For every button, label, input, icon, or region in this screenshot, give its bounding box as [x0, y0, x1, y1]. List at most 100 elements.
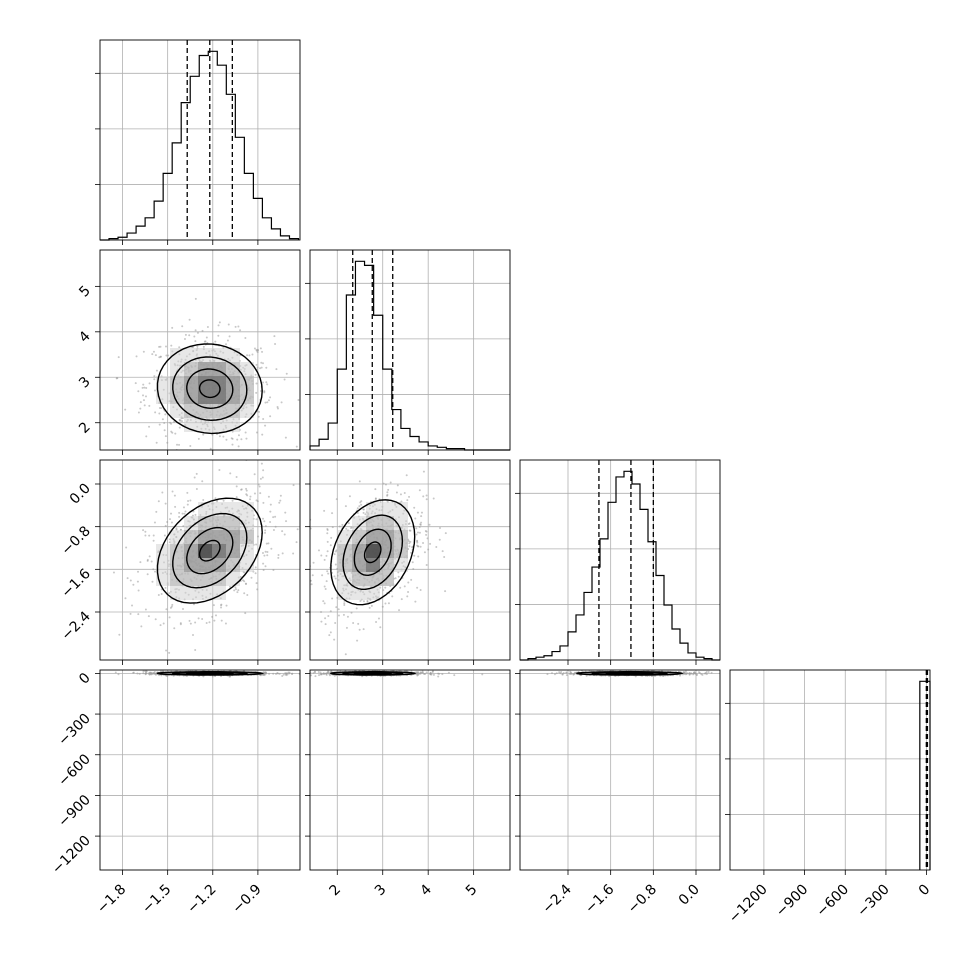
scatter-point [208, 621, 211, 624]
scatter-point [152, 539, 155, 542]
x-tick-label-p2: −0.8 [625, 882, 660, 917]
scatter-point [137, 589, 140, 592]
scatter-point [314, 675, 317, 678]
scatter-point [415, 527, 418, 530]
scatter-point [112, 571, 115, 574]
scatter-point [132, 671, 135, 674]
scatter-point [429, 671, 432, 674]
scatter-point [272, 568, 275, 571]
density-cell [240, 390, 254, 404]
scatter-point [166, 521, 169, 524]
scatter-point [334, 563, 337, 566]
scatter-point [266, 401, 269, 404]
scatter-point [255, 499, 258, 502]
scatter-point [546, 673, 549, 676]
y-tick-label-p1: 4 [76, 328, 94, 346]
scatter-point [425, 498, 428, 501]
scatter-point [192, 510, 195, 513]
scatter-point [565, 671, 568, 674]
scatter-point [447, 671, 450, 674]
scatter-point [163, 421, 166, 424]
scatter-point [418, 672, 421, 675]
scatter-point [705, 671, 708, 674]
contour-content [310, 670, 484, 678]
scatter-point [260, 361, 263, 364]
scatter-point [710, 671, 713, 674]
scatter-point [151, 580, 154, 583]
contour-level-1 [186, 368, 234, 410]
scatter-point [218, 468, 221, 471]
scatter-point [139, 401, 142, 404]
scatter-point [220, 619, 223, 622]
density-cell [184, 516, 198, 530]
density-cell [212, 390, 226, 404]
scatter-point [345, 527, 348, 530]
scatter-point [322, 600, 325, 603]
scatter-point [222, 435, 225, 438]
scatter-point [323, 509, 326, 512]
scatter-point [246, 354, 249, 357]
scatter-point [561, 673, 564, 676]
scatter-point [410, 670, 413, 673]
scatter-point [343, 602, 346, 605]
scatter-point [169, 421, 172, 424]
scatter-point [283, 533, 286, 536]
scatter-point [444, 590, 447, 593]
scatter-point [312, 561, 315, 564]
density-cell [240, 404, 254, 418]
scatter-point [700, 673, 703, 676]
scatter-point [262, 517, 265, 520]
scatter-point [269, 396, 272, 399]
density-cell [352, 544, 366, 558]
scatter-point [171, 490, 174, 493]
scatter-point [255, 431, 258, 434]
scatter-point [169, 518, 172, 521]
scatter-point [256, 588, 259, 591]
scatter-point [236, 453, 238, 455]
scatter-point [148, 555, 151, 558]
scatter-point [170, 344, 173, 347]
scatter-point [214, 614, 217, 617]
density-cell [226, 516, 240, 530]
scatter-point [345, 626, 348, 629]
scatter-point [277, 556, 280, 559]
density-cell [352, 572, 366, 586]
scatter-point [159, 355, 162, 358]
scatter-point [243, 592, 246, 595]
scatter-point [268, 672, 271, 675]
density-cell [366, 502, 380, 516]
scatter-point [284, 511, 287, 514]
scatter-point [304, 613, 306, 615]
scatter-point [329, 610, 332, 613]
scatter-point [693, 671, 696, 674]
density-cell [198, 572, 212, 586]
scatter-point [136, 454, 138, 456]
scatter-point [165, 649, 168, 652]
scatter-point [191, 633, 194, 636]
scatter-point [139, 407, 142, 410]
scatter-point [264, 671, 267, 674]
scatter-point [311, 574, 314, 577]
scatter-point [179, 622, 182, 625]
panel-frame [519, 459, 721, 661]
scatter-point [239, 575, 242, 578]
scatter-point [317, 549, 320, 552]
scatter-point [420, 521, 423, 524]
scatter-point [237, 589, 240, 592]
scatter-point [231, 499, 234, 502]
scatter-point [175, 527, 178, 530]
scatter-point [334, 550, 337, 553]
scatter-point [217, 334, 220, 337]
panel-frame [99, 39, 301, 241]
scatter-point [214, 497, 217, 500]
y-tick-label-p2: −2.4 [58, 608, 93, 643]
scatter-point [399, 493, 402, 496]
scatter-point [338, 525, 341, 528]
scatter-point [276, 405, 279, 408]
scatter-point [360, 503, 363, 506]
scatter-point [320, 610, 323, 613]
scatter-point [182, 608, 185, 611]
scatter-point [585, 674, 588, 677]
scatter-point [186, 503, 189, 506]
